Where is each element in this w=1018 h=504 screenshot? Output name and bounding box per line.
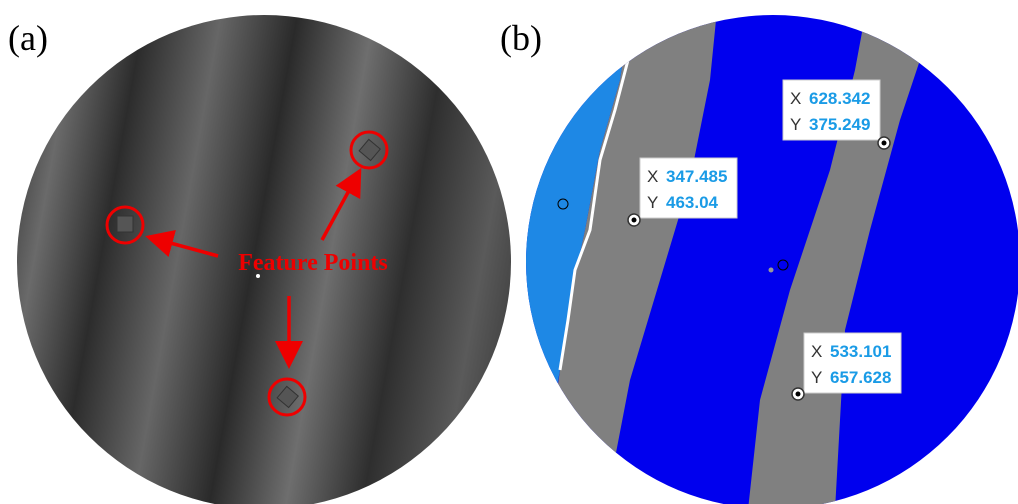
datatip-label: Y	[790, 115, 801, 134]
datatip-label: Y	[811, 368, 822, 387]
datatip-value: 375.249	[809, 115, 870, 134]
datatip-value: 657.628	[830, 368, 891, 387]
datatip-dot	[882, 141, 887, 146]
panel-label: (b)	[500, 18, 542, 58]
panel-a: (a) Feature Points	[8, 15, 511, 504]
datatip-value: 628.342	[809, 89, 870, 108]
panel-label: (a)	[8, 18, 48, 58]
datatip-label: X	[647, 167, 658, 186]
datatip-value: 533.101	[830, 342, 891, 361]
datatip-label: Y	[647, 193, 658, 212]
datatip-label: X	[811, 342, 822, 361]
datatip: X 628.342 Y 375.249	[783, 80, 890, 149]
panel-b: (b) X 347.485 Y 463.04 X 628.342 Y 375.249 X 533.…	[500, 0, 1018, 504]
map	[520, 0, 1018, 504]
datatip: X 347.485 Y 463.04	[628, 158, 737, 226]
datatip-value: 347.485	[666, 167, 727, 186]
datatip: X 533.101 Y 657.628	[792, 333, 901, 400]
datatip-dot	[632, 218, 637, 223]
figure: (a) Feature Points (b) X347.4	[0, 0, 1018, 504]
annotation: Feature Points	[238, 250, 388, 276]
datatip-label: X	[790, 89, 801, 108]
datatip-dot	[796, 392, 801, 397]
datatip-value: 463.04	[666, 193, 719, 212]
center-dot	[769, 268, 774, 273]
